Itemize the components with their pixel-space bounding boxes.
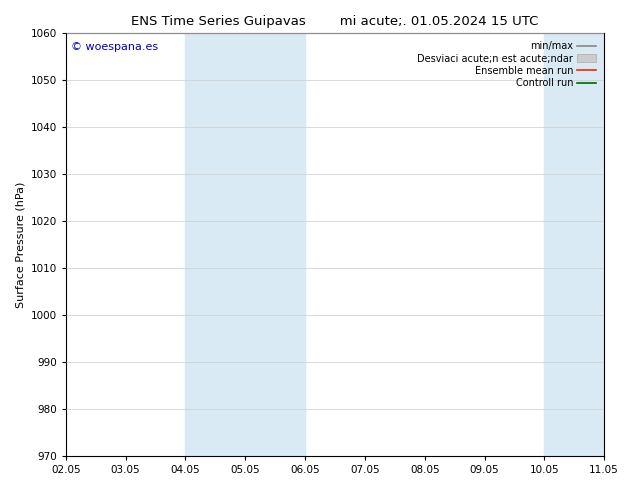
Text: © woespana.es: © woespana.es	[71, 42, 158, 52]
Title: ENS Time Series Guipavas        mi acute;. 01.05.2024 15 UTC: ENS Time Series Guipavas mi acute;. 01.0…	[131, 15, 539, 28]
Bar	[545, 33, 634, 456]
Legend: min/max, Desviaci acute;n est acute;ndar, Ensemble mean run, Controll run: min/max, Desviaci acute;n est acute;ndar…	[414, 38, 599, 91]
Bar	[186, 33, 305, 456]
Y-axis label: Surface Pressure (hPa): Surface Pressure (hPa)	[15, 181, 25, 308]
